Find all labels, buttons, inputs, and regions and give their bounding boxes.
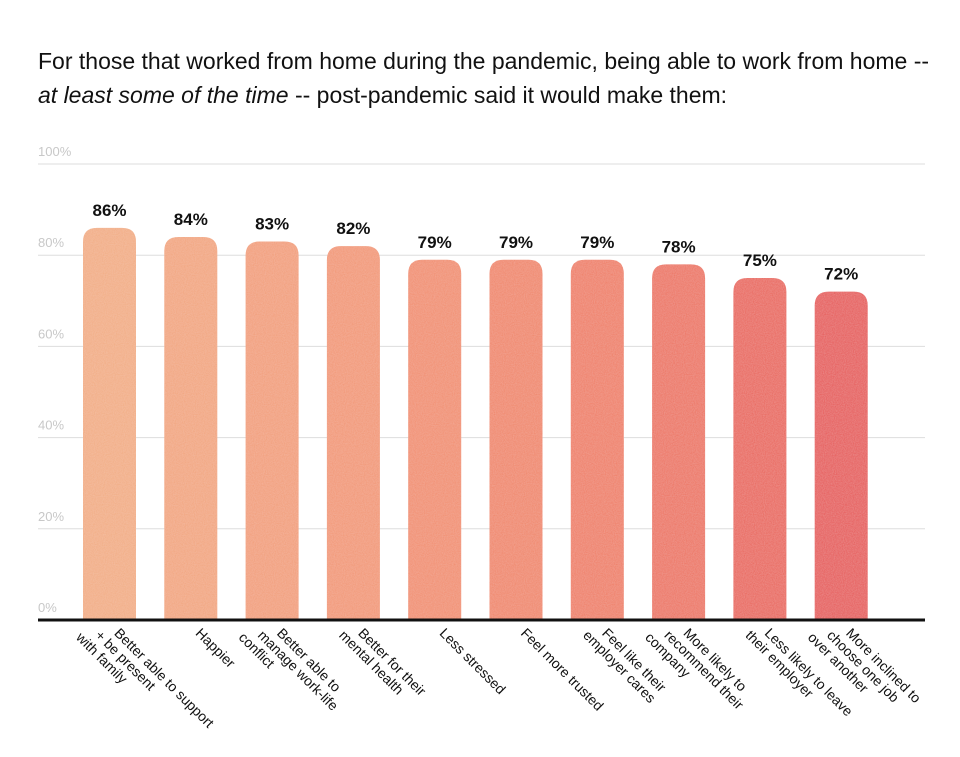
category-label: Better able tomanage work-lifeconflict	[236, 608, 353, 725]
bar-value-label: 83%	[255, 215, 289, 234]
bar	[489, 259, 543, 620]
bar-value-label: 75%	[743, 251, 777, 270]
category-label: More inclined tochoose one jobover anoth…	[805, 608, 925, 728]
y-axis-ticks: 0% 20% 40% 60% 80% 100%	[38, 144, 72, 615]
category-label: Better for theirmental health	[336, 616, 429, 709]
category-label: Less stressed	[437, 625, 509, 697]
bar-value-label: 79%	[418, 233, 452, 252]
bar	[245, 241, 299, 620]
bar-value-label: 86%	[92, 201, 126, 220]
y-tick-label: 20%	[38, 509, 64, 524]
chart-title: For those that worked from home during t…	[38, 48, 930, 108]
y-tick-label: 60%	[38, 326, 64, 341]
bar	[570, 259, 624, 620]
bar	[652, 264, 706, 620]
bar	[814, 291, 868, 620]
bar	[733, 278, 787, 620]
category-label: Better able to support+ be presentwith f…	[72, 607, 217, 752]
y-tick-label: 0%	[38, 600, 57, 615]
bar-value-label: 79%	[499, 233, 533, 252]
y-tick-label: 80%	[38, 235, 64, 250]
category-labels: Better able to support+ be presentwith f…	[72, 607, 925, 752]
category-label: Happier	[193, 625, 239, 671]
bar-value-label: 78%	[662, 237, 696, 256]
bar	[83, 227, 136, 620]
bars	[83, 227, 868, 620]
y-tick-label: 40%	[38, 418, 64, 433]
y-tick-label: 100%	[38, 144, 72, 159]
bar	[326, 246, 380, 620]
category-label: More likely torecommend theircompany	[642, 608, 758, 724]
bar-value-label: 82%	[336, 219, 370, 238]
bar-value-label: 72%	[824, 265, 858, 284]
bar	[408, 259, 462, 620]
bar-value-label: 84%	[174, 210, 208, 229]
bar	[164, 236, 218, 620]
bar-value-label: 79%	[580, 233, 614, 252]
value-labels: 86% 84% 83% 82% 79% 79% 79% 78% 75% 72%	[92, 201, 858, 284]
